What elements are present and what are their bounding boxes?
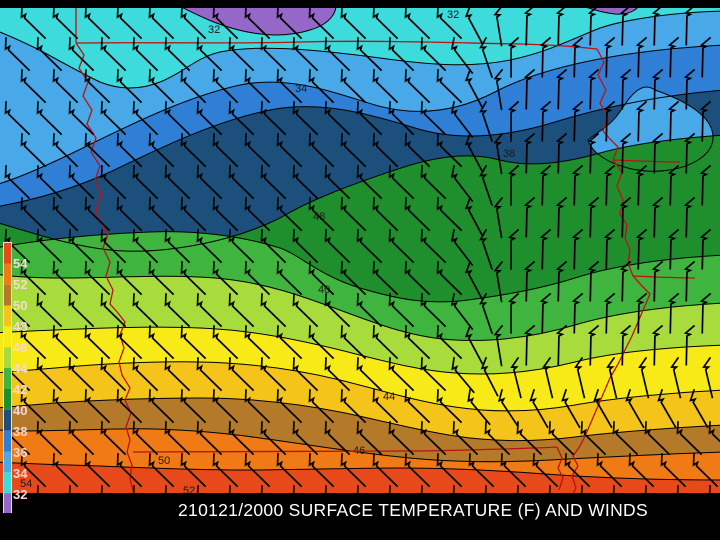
svg-text:38: 38 bbox=[13, 424, 27, 439]
svg-text:34: 34 bbox=[13, 466, 28, 481]
svg-text:32: 32 bbox=[13, 487, 27, 502]
svg-text:42: 42 bbox=[13, 382, 27, 397]
svg-text:44: 44 bbox=[383, 391, 395, 403]
svg-text:50: 50 bbox=[158, 455, 170, 467]
svg-text:36: 36 bbox=[13, 445, 27, 460]
svg-text:54: 54 bbox=[13, 256, 28, 271]
svg-text:44: 44 bbox=[13, 361, 28, 376]
svg-text:52: 52 bbox=[13, 277, 27, 292]
svg-text:38: 38 bbox=[503, 148, 515, 160]
svg-text:32: 32 bbox=[208, 24, 220, 36]
svg-text:32: 32 bbox=[447, 9, 459, 21]
svg-text:46: 46 bbox=[13, 340, 27, 355]
svg-text:34: 34 bbox=[295, 83, 307, 95]
svg-text:48: 48 bbox=[13, 319, 27, 334]
svg-text:50: 50 bbox=[13, 298, 27, 313]
svg-text:40: 40 bbox=[13, 403, 27, 418]
svg-text:210121/2000 SURFACE TEMPERATUR: 210121/2000 SURFACE TEMPERATURE (F) AND … bbox=[178, 500, 648, 520]
